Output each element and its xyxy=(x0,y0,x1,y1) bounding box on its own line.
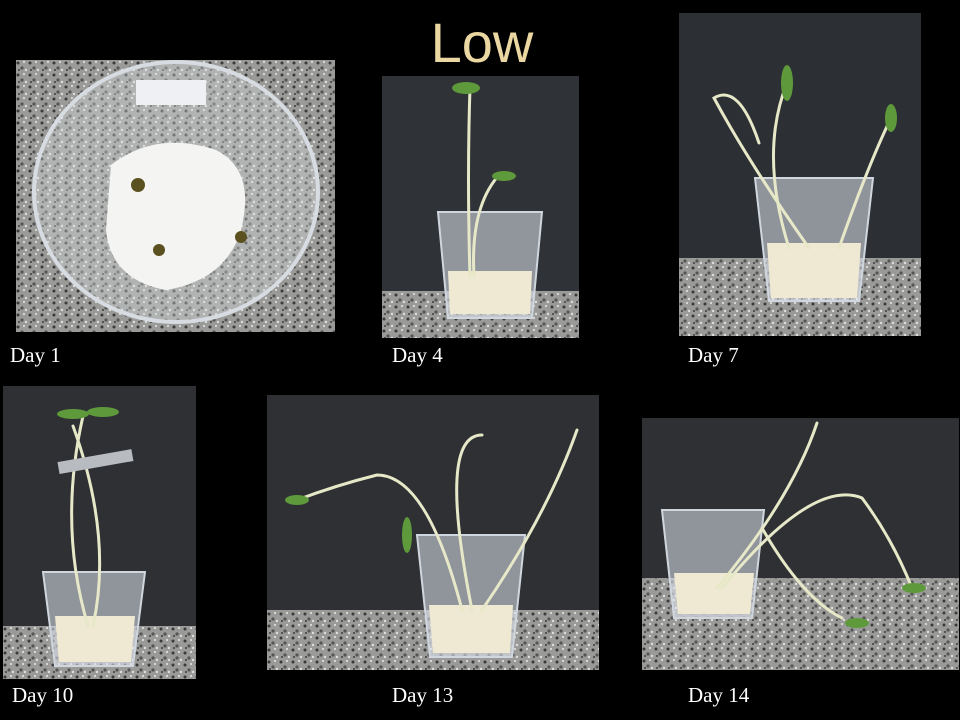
photo xyxy=(3,386,196,679)
photo xyxy=(382,76,579,338)
photo xyxy=(679,13,921,336)
panel-label: Day 7 xyxy=(688,343,739,367)
photo xyxy=(267,395,599,670)
slide-title: Low xyxy=(431,11,534,74)
panel-label: Day 4 xyxy=(392,343,443,367)
photo xyxy=(16,60,335,332)
panel-label: Day 1 xyxy=(10,343,61,367)
panel-label: Day 14 xyxy=(688,683,750,707)
photo xyxy=(642,418,959,670)
panel-label: Day 13 xyxy=(392,683,453,707)
panel-label: Day 10 xyxy=(12,683,73,707)
